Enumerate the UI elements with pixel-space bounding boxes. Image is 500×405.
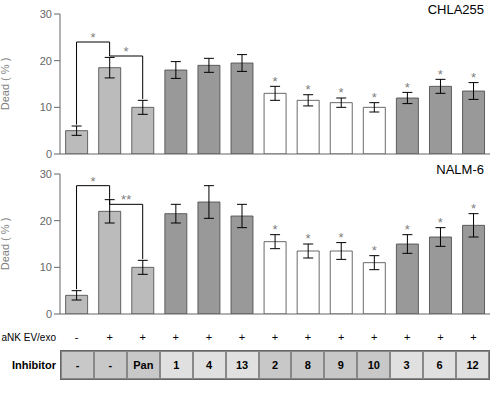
svg-text:*: * <box>471 70 476 85</box>
svg-text:0: 0 <box>46 308 52 320</box>
svg-text:*: * <box>471 201 476 216</box>
html-text:Pan: Pan <box>133 359 154 371</box>
svg-text:10: 10 <box>40 261 52 273</box>
html-text:13: 13 <box>235 359 249 371</box>
svg-text:*: * <box>405 222 410 237</box>
svg-text:**: ** <box>121 192 131 207</box>
svg-text:*: * <box>438 67 443 82</box>
svg-text:*: * <box>438 215 443 230</box>
html-text:8: 8 <box>304 359 311 371</box>
svg-text:*: * <box>91 30 96 45</box>
html-text:12: 12 <box>466 359 479 371</box>
svg-text:10: 10 <box>40 101 52 113</box>
svg-text:30: 30 <box>40 168 52 180</box>
svg-text:*: * <box>372 243 377 258</box>
html-text:aNK EV/exo: aNK EV/exo <box>1 331 56 343</box>
svg-text:0: 0 <box>46 148 52 160</box>
html-text:2: 2 <box>271 359 278 371</box>
svg-text:*: * <box>272 222 277 237</box>
html-text:10: 10 <box>367 359 380 371</box>
svg-text:Dead ( % ): Dead ( % ) <box>8 58 11 111</box>
svg-text:20: 20 <box>40 215 52 227</box>
html-text:9: 9 <box>337 359 344 371</box>
html-text:CHLA255: CHLA255 <box>427 2 484 17</box>
svg-text:*: * <box>272 74 277 89</box>
svg-text:Dead ( % ): Dead ( % ) <box>8 218 11 271</box>
html-text:1: 1 <box>173 359 180 371</box>
svg-text:20: 20 <box>40 55 52 67</box>
svg-text:*: * <box>405 80 410 95</box>
svg-text:*: * <box>306 231 311 246</box>
html-text:6: 6 <box>436 359 443 371</box>
html-text:4: 4 <box>206 359 213 371</box>
svg-text:*: * <box>372 90 377 105</box>
svg-text:*: * <box>339 85 344 100</box>
svg-text:30: 30 <box>40 8 52 20</box>
html-text:NALM-6: NALM-6 <box>436 162 484 177</box>
html-text:3: 3 <box>403 359 410 371</box>
html-text:Inhibitor: Inhibitor <box>12 359 56 371</box>
svg-text:*: * <box>91 174 96 189</box>
svg-text:*: * <box>124 44 129 59</box>
svg-text:*: * <box>306 82 311 97</box>
svg-text:*: * <box>339 230 344 245</box>
